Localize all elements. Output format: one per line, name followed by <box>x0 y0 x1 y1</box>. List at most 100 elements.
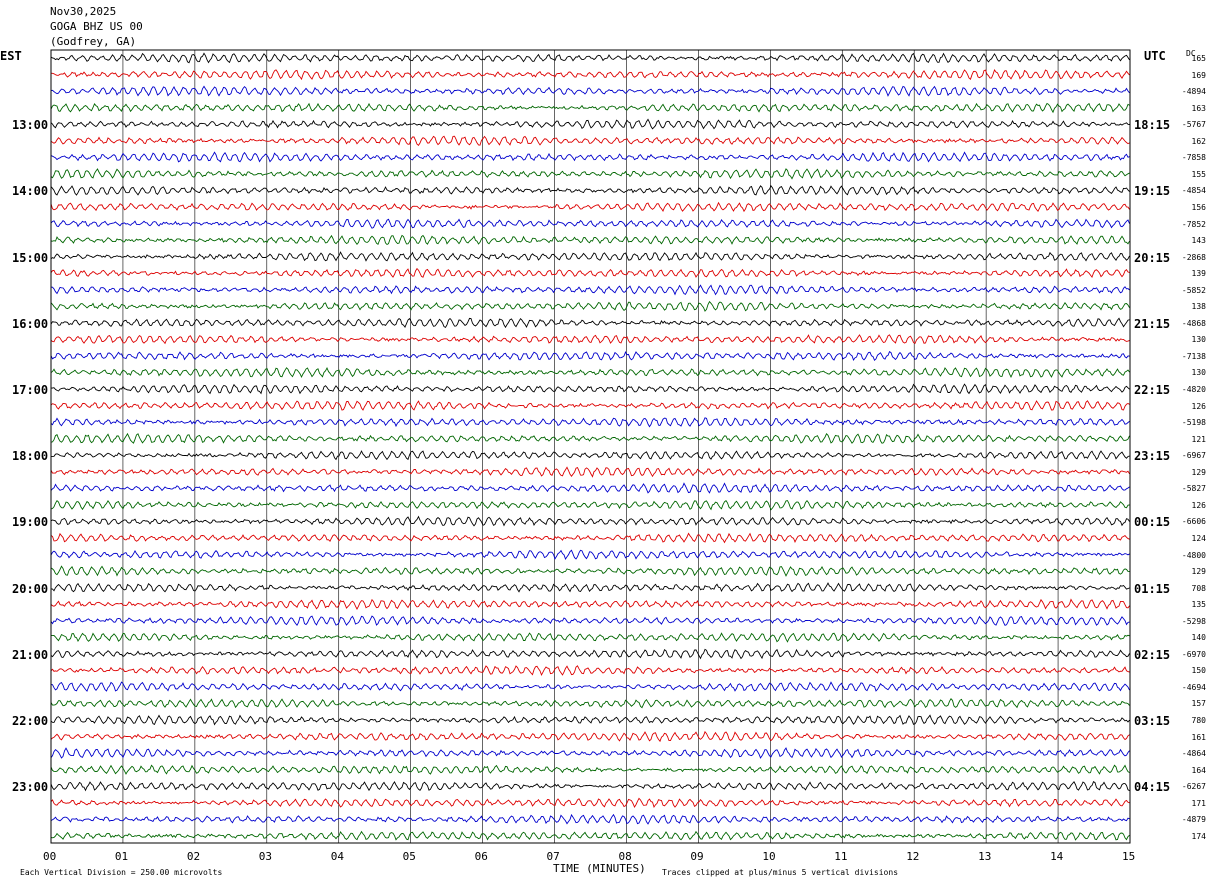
dc-offset-label: -4868 <box>1181 318 1206 328</box>
x-tick-label: 11 <box>834 850 848 863</box>
trace-line <box>50 466 1130 478</box>
dc-offset-label: 124 <box>1191 533 1206 543</box>
left-hour-label: 19:00 <box>12 515 49 530</box>
minute-gridlines <box>122 50 1059 843</box>
trace-line <box>50 830 1130 841</box>
x-tick-label: 13 <box>978 850 992 863</box>
plot-date: Nov30,2025 <box>50 5 117 18</box>
left-hour-label: 16:00 <box>12 316 49 331</box>
trace-line <box>50 432 1130 444</box>
x-tick-label: 08 <box>618 850 632 863</box>
x-tick-label: 09 <box>690 850 704 863</box>
left-hour-label: 23:00 <box>12 780 49 795</box>
dc-offset-label: 161 <box>1191 732 1206 742</box>
dc-offset-label: -7852 <box>1181 219 1206 229</box>
dc-offset-label: -4854 <box>1181 186 1206 196</box>
dc-header: DC <box>1186 49 1196 58</box>
trace-line <box>50 698 1130 709</box>
right-timezone-label: UTC <box>1144 49 1166 63</box>
right-hour-label: 21:15 <box>1134 316 1171 331</box>
dc-offset-label: -4694 <box>1181 682 1206 692</box>
right-hour-label: 03:15 <box>1134 714 1171 728</box>
trace-line <box>50 747 1130 759</box>
dc-offset-label: 150 <box>1191 666 1206 676</box>
dc-offset-label: -5852 <box>1181 285 1206 295</box>
trace-line <box>50 565 1130 577</box>
dc-offset-label: -6267 <box>1181 782 1206 792</box>
left-hour-label: 18:00 <box>12 449 49 464</box>
trace-line <box>50 317 1130 329</box>
trace-line <box>50 52 1130 64</box>
x-tick-label: 00 <box>43 850 57 863</box>
station-code: GOGA BHZ US 00 <box>50 20 143 33</box>
x-tick-label: 03 <box>258 850 273 863</box>
trace-line <box>50 383 1130 395</box>
x-tick-label: 07 <box>546 850 560 863</box>
trace-line <box>50 251 1130 262</box>
dc-offset-label: -4894 <box>1181 87 1206 97</box>
trace-line <box>51 450 1130 461</box>
x-axis-title: TIME (MINUTES) <box>553 862 646 875</box>
right-hour-label: 00:15 <box>1134 515 1171 530</box>
dc-offset-label: 155 <box>1191 169 1206 179</box>
right-hour-label: 04:15 <box>1134 780 1171 795</box>
dc-offset-label: 174 <box>1191 831 1206 841</box>
trace-line <box>50 400 1130 411</box>
clip-note: Traces clipped at plus/minus 5 vertical … <box>662 868 899 877</box>
dc-offset-label: 143 <box>1191 236 1206 246</box>
x-tick-label: 02 <box>186 850 201 863</box>
trace-line <box>50 135 1130 146</box>
dc-offset-label: 157 <box>1191 699 1206 709</box>
left-hour-label: 13:00 <box>12 118 49 133</box>
right-hour-label: 19:15 <box>1134 184 1171 199</box>
dc-offset-label: 129 <box>1191 467 1206 477</box>
dc-offset-label: -4864 <box>1181 749 1206 759</box>
dc-offset-label: 130 <box>1191 335 1206 345</box>
dc-offset-label: 780 <box>1191 716 1206 725</box>
trace-line <box>50 714 1130 726</box>
left-hour-label: 21:00 <box>12 647 49 662</box>
trace-line <box>51 632 1130 643</box>
trace-line <box>50 797 1130 809</box>
trace-line <box>50 730 1130 743</box>
x-tick-label: 10 <box>762 850 776 863</box>
station-location: (Godfrey, GA) <box>50 35 137 48</box>
trace-line <box>50 300 1130 312</box>
dc-offset-label: 162 <box>1191 136 1206 146</box>
left-hour-label: 17:00 <box>12 383 49 397</box>
trace-line <box>50 615 1130 627</box>
dc-offset-label: -4820 <box>1181 385 1206 394</box>
dc-offset-label: 164 <box>1191 765 1206 775</box>
dc-offset-label: 121 <box>1191 434 1206 444</box>
dc-offset-label: 126 <box>1191 401 1206 411</box>
left-hour-label: 22:00 <box>12 714 49 728</box>
trace-line <box>50 482 1130 494</box>
dc-offset-label: 126 <box>1191 500 1206 510</box>
trace-line <box>50 118 1130 130</box>
dc-offset-label: -6970 <box>1181 649 1206 659</box>
trace-line <box>50 351 1130 361</box>
right-hour-label: 01:15 <box>1134 581 1171 596</box>
trace-line <box>50 499 1130 511</box>
dc-offset-label: -6967 <box>1181 451 1206 461</box>
left-timezone-label: EST <box>0 49 22 63</box>
trace-line <box>50 681 1130 692</box>
left-hour-label: 20:00 <box>12 581 49 596</box>
trace-line <box>50 284 1130 296</box>
trace-line <box>50 201 1130 213</box>
trace-line <box>50 532 1130 544</box>
dc-offset-label: -5198 <box>1181 418 1206 428</box>
dc-offset-label: 165 <box>1191 54 1206 63</box>
dc-offset-label: -2868 <box>1181 252 1206 262</box>
trace-line <box>50 334 1130 345</box>
x-tick-label: 04 <box>330 850 344 863</box>
trace-line <box>50 549 1130 561</box>
trace-line <box>50 151 1130 163</box>
dc-offset-label: -5298 <box>1181 616 1206 626</box>
trace-line <box>50 582 1130 593</box>
x-tick-label: 01 <box>114 850 129 863</box>
trace-line <box>50 218 1130 229</box>
plot-frame <box>50 49 1131 844</box>
dc-offset-label: -6606 <box>1181 517 1206 527</box>
